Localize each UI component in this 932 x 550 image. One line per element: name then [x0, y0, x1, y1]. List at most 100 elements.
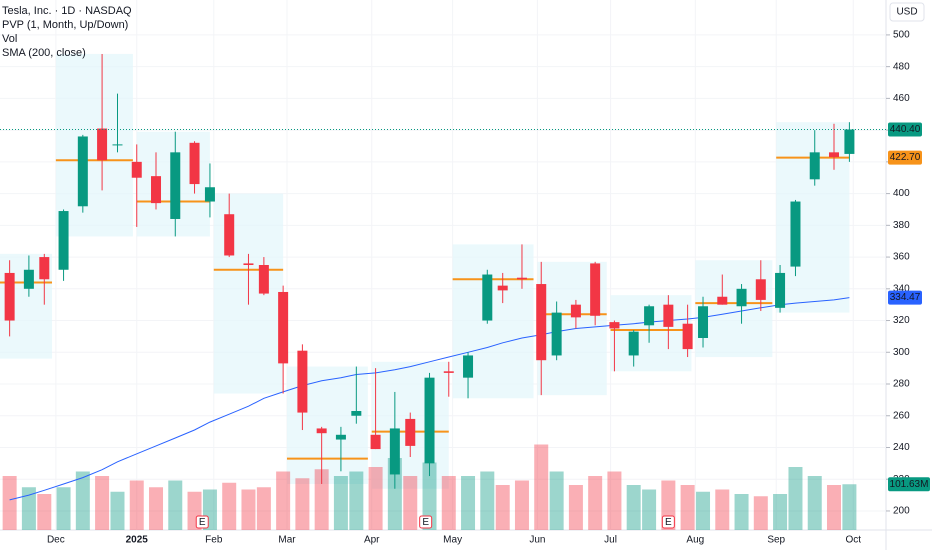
volume-bar [480, 471, 495, 530]
volume-bar [129, 480, 144, 530]
volume-bar [534, 444, 549, 530]
volume-bar [276, 471, 291, 530]
candle-body [570, 304, 581, 318]
volume-bar [807, 476, 822, 530]
candle-body [516, 277, 527, 280]
volume-bar [588, 476, 603, 530]
volume-bar [349, 471, 364, 530]
currency[interactable]: USD [896, 7, 917, 18]
candle-body [97, 128, 108, 161]
volume-label-box [888, 477, 930, 492]
x-tick-label: Dec [47, 535, 65, 546]
candle-body [243, 263, 254, 265]
x-tick-label: Mar [278, 535, 296, 546]
volume-bar [607, 471, 622, 530]
y-tick-label: 360 [893, 252, 910, 263]
candle-body [736, 288, 747, 307]
volume-bar [826, 485, 841, 530]
price-label: 440.40 [890, 124, 921, 135]
volume-bar [149, 487, 164, 530]
volume-label: 101.63M [890, 479, 929, 490]
y-tick-label: 240 [893, 442, 910, 453]
candle-body [790, 201, 801, 267]
candle-body [4, 272, 15, 321]
event-label: E [199, 517, 206, 528]
volume-bar [549, 471, 564, 530]
volume-bar [222, 482, 237, 530]
x-tick-label: Aug [686, 535, 704, 546]
volume-bar [2, 476, 17, 530]
candle-body [351, 410, 362, 416]
event-marker [419, 515, 433, 529]
volume-bar [314, 469, 329, 530]
x-tick-label: Sep [767, 535, 785, 546]
legend-item: PVP (1, Month, Up/Down) [2, 19, 128, 31]
profile-range [776, 122, 850, 313]
candle-body [443, 371, 454, 373]
profile-range [695, 260, 773, 358]
candle-body [112, 144, 123, 146]
candle-body [590, 263, 601, 316]
price-label: 334.47 [890, 292, 921, 303]
y-tick-label: 300 [893, 347, 910, 358]
candle-body [258, 265, 269, 294]
volume-bar [295, 478, 310, 530]
price-label: 422.70 [890, 152, 921, 163]
volume-bar [168, 480, 183, 530]
candle-body [370, 434, 381, 450]
candle-body [224, 214, 235, 256]
candle-body [698, 306, 709, 338]
candle-body [151, 176, 162, 204]
volume-bar [495, 485, 510, 530]
volume-bar [680, 485, 695, 530]
candle-body [39, 257, 50, 280]
candle-body [297, 350, 308, 413]
candle-body [77, 136, 88, 207]
candle-body [828, 152, 839, 158]
x-tick-label: Jun [529, 535, 545, 546]
volume-bar [422, 462, 437, 530]
y-tick-label: 480 [893, 61, 910, 72]
volume-bar [368, 467, 383, 530]
candle-body [316, 428, 327, 434]
candle-body [628, 331, 639, 356]
candle-body [204, 187, 215, 202]
volume-bar [387, 458, 402, 530]
candle-body [23, 269, 34, 289]
candle-body [131, 161, 142, 178]
volume-bar [753, 496, 768, 530]
volume-bar [441, 476, 456, 530]
volume-bar [95, 476, 110, 530]
price-label-box [888, 150, 922, 165]
candle-body [58, 211, 69, 270]
volume-bar [734, 494, 749, 530]
candle-body [463, 355, 474, 378]
candle-body [278, 291, 289, 364]
volume-bar [56, 487, 71, 530]
sma-line [9, 297, 850, 501]
y-tick-label: 500 [893, 30, 910, 41]
candle-body [609, 322, 620, 329]
currency-button[interactable] [889, 2, 925, 22]
candle-body [189, 142, 200, 185]
price-label-box [888, 122, 922, 137]
candle-body [663, 304, 674, 327]
volume-bar [37, 494, 52, 530]
volume-bar [241, 489, 256, 530]
legend-item: Vol [2, 33, 17, 45]
legend-item: SMA (200, close) [2, 47, 86, 59]
candle-body [424, 377, 435, 464]
y-tick-label: 380 [893, 220, 910, 231]
candle-body [755, 279, 766, 300]
candle-body [497, 285, 508, 291]
candle-body [717, 296, 728, 305]
candle-body [682, 323, 693, 350]
volume-bar [696, 491, 711, 530]
chart-title: Tesla, Inc. · 1D · NASDAQ [2, 5, 132, 17]
volume-bar [110, 491, 125, 530]
volume-bar [715, 489, 730, 530]
x-tick-label: Jul [604, 535, 617, 546]
candle-body [809, 152, 820, 180]
volume-bar [256, 487, 271, 530]
